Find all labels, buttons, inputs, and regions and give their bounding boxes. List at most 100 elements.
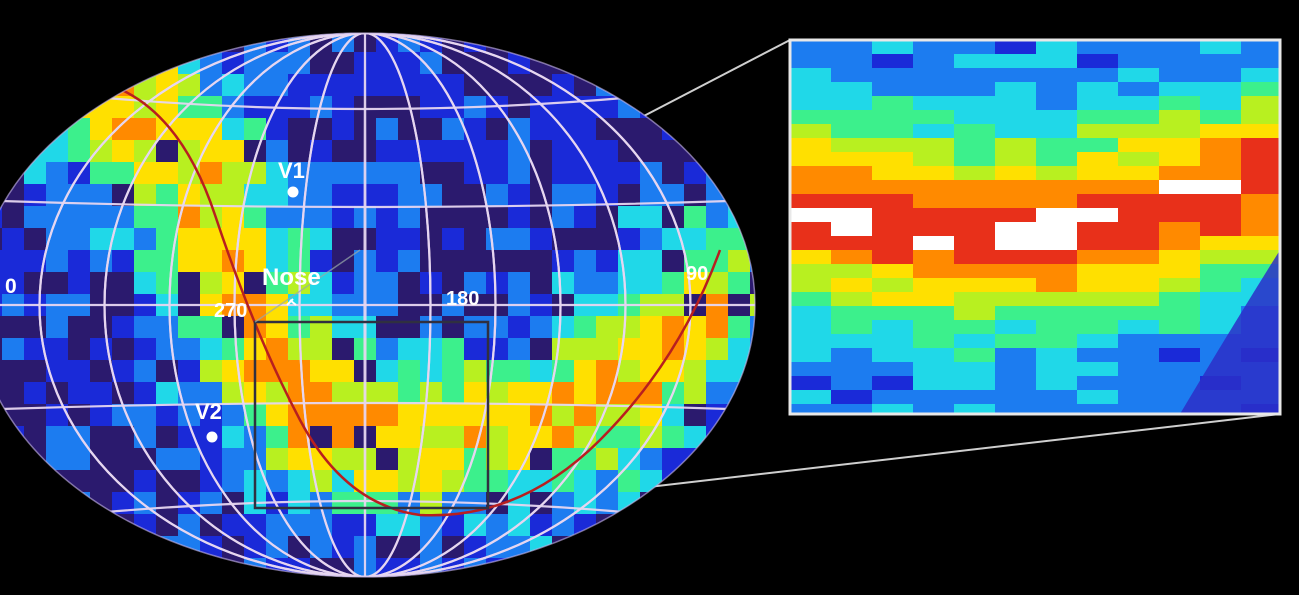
sky-pixel	[442, 404, 464, 426]
zoom-pixel	[1200, 68, 1242, 83]
sky-pixel	[200, 492, 222, 514]
sky-pixel	[288, 382, 310, 404]
sky-pixel	[178, 316, 200, 338]
sky-pixel	[112, 228, 134, 250]
zoom-pixel	[913, 96, 955, 111]
zoom-pixel	[1241, 110, 1280, 125]
sky-pixel	[464, 426, 486, 448]
sky-pixel	[530, 250, 552, 272]
sky-pixel	[398, 536, 420, 558]
zoom-pixel	[872, 376, 914, 391]
sky-pixel	[200, 250, 222, 272]
zoom-pixel	[872, 404, 914, 414]
sky-pixel	[596, 360, 618, 382]
sky-pixel	[574, 360, 596, 382]
zoom-pixel	[1200, 152, 1242, 167]
zoom-pixel	[872, 138, 914, 153]
sky-pixel	[552, 184, 574, 206]
zoom-pixel	[1036, 320, 1078, 335]
sky-pixel	[288, 140, 310, 162]
zoom-pixel	[1159, 96, 1201, 111]
sky-pixel	[200, 272, 222, 294]
sky-pixel	[376, 184, 398, 206]
sky-pixel	[706, 338, 728, 360]
zoom-pixel	[790, 236, 832, 251]
sky-pixel	[0, 228, 2, 250]
sky-pixel	[24, 250, 46, 272]
sky-pixel	[376, 404, 398, 426]
sky-pixel	[442, 316, 464, 338]
sky-pixel	[464, 316, 486, 338]
zoom-pixel	[1077, 166, 1119, 181]
zoom-pixel	[1077, 404, 1119, 414]
sky-pixel	[90, 382, 112, 404]
sky-pixel	[596, 96, 618, 118]
sky-pixel	[90, 162, 112, 184]
sky-pixel	[68, 206, 90, 228]
zoom-pixel	[1159, 292, 1201, 307]
zoom-pixel	[1077, 306, 1119, 321]
zoom-pixel	[1159, 320, 1201, 335]
sky-pixel	[112, 360, 134, 382]
zoom-pixel	[995, 320, 1037, 335]
sky-pixel	[112, 272, 134, 294]
sky-pixel	[112, 140, 134, 162]
zoom-pixel	[1077, 334, 1119, 349]
sky-pixel	[46, 184, 68, 206]
zoom-pixel	[1200, 222, 1242, 237]
zoom-pixel	[1077, 208, 1119, 223]
zoom-pixel	[954, 264, 996, 279]
zoom-pixel	[1241, 250, 1280, 265]
sky-pixel	[618, 272, 640, 294]
sky-pixel	[398, 162, 420, 184]
sky-pixel	[332, 360, 354, 382]
sky-pixel	[508, 228, 530, 250]
sky-pixel	[684, 426, 706, 448]
sky-pixel	[398, 228, 420, 250]
zoom-pixel	[1118, 264, 1160, 279]
sky-pixel	[662, 426, 684, 448]
sky-pixel	[332, 470, 354, 492]
sky-pixel	[750, 272, 755, 294]
sky-pixel	[244, 184, 266, 206]
zoom-pixel	[954, 222, 996, 237]
zoom-pixel	[1036, 152, 1078, 167]
sky-pixel	[46, 250, 68, 272]
sky-pixel	[266, 206, 288, 228]
zoom-pixel	[1159, 306, 1201, 321]
sky-pixel	[530, 96, 552, 118]
zoom-pixel	[1159, 68, 1201, 83]
sky-pixel	[2, 338, 24, 360]
zoom-pixel	[1077, 152, 1119, 167]
sky-pixel	[24, 316, 46, 338]
zoom-pixel	[872, 348, 914, 363]
zoom-pixel	[954, 54, 996, 69]
sky-pixel	[376, 558, 398, 577]
sky-pixel	[508, 470, 530, 492]
sky-pixel	[486, 360, 508, 382]
zoom-pixel	[1036, 306, 1078, 321]
sky-pixel	[288, 96, 310, 118]
sky-pixel	[376, 206, 398, 228]
zoom-pixel	[831, 96, 873, 111]
sky-pixel	[486, 184, 508, 206]
zoom-pixel	[790, 82, 832, 97]
sky-pixel	[200, 228, 222, 250]
zoom-pixel	[1200, 82, 1242, 97]
sky-pixel	[508, 492, 530, 514]
sky-pixel	[508, 382, 530, 404]
zoom-pixel	[913, 334, 955, 349]
zoom-pixel	[913, 82, 955, 97]
sky-pixel	[0, 272, 2, 294]
sky-pixel	[68, 360, 90, 382]
sky-pixel	[420, 514, 442, 536]
sky-pixel	[332, 558, 354, 577]
sky-pixel	[200, 360, 222, 382]
zoom-pixel	[790, 292, 832, 307]
sky-pixel	[640, 338, 662, 360]
zoom-pixel	[1077, 82, 1119, 97]
sky-pixel	[222, 250, 244, 272]
sky-pixel	[398, 316, 420, 338]
zoom-pixel	[831, 194, 873, 209]
sky-pixel	[332, 272, 354, 294]
